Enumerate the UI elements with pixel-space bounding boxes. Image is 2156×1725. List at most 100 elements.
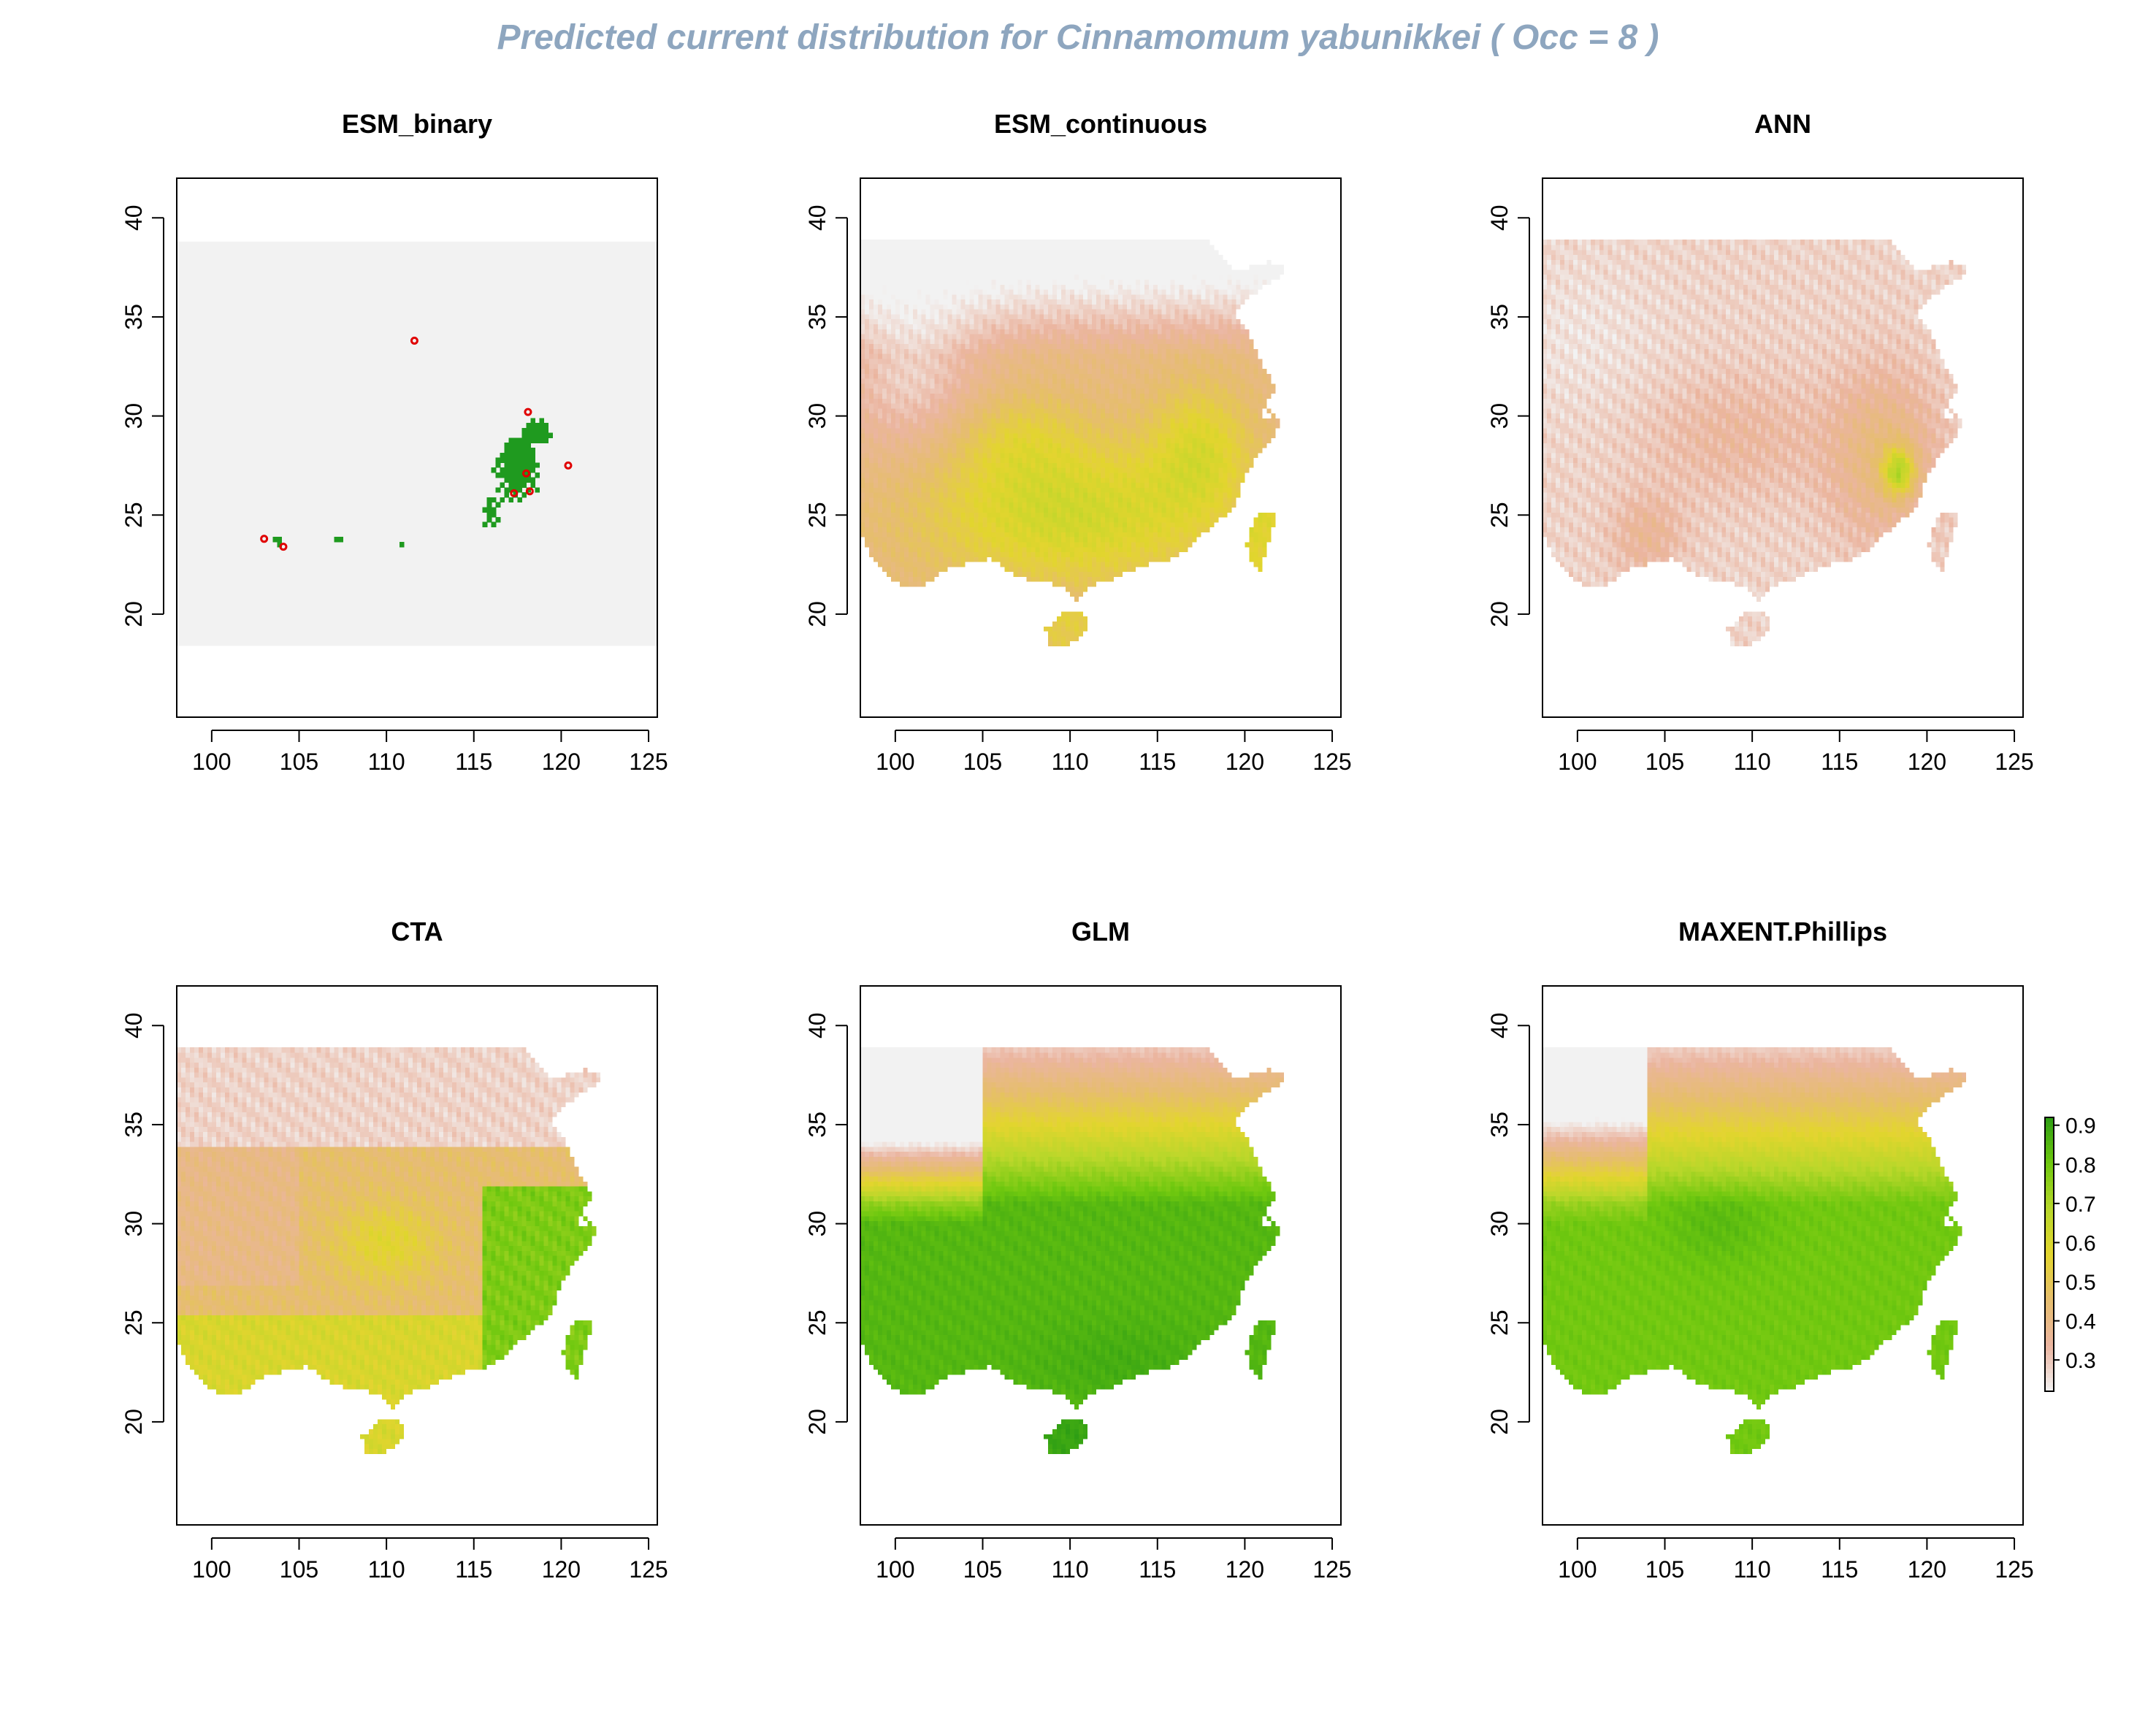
raster-cell <box>970 250 975 255</box>
raster-cell <box>917 542 922 547</box>
raster-cell <box>991 254 996 259</box>
raster-cell <box>895 567 901 572</box>
raster-cell <box>979 309 984 314</box>
raster-cell <box>944 522 949 527</box>
panel-esm-binary: ESM_binary100 105 110 115 120 1252025303540 <box>121 109 668 775</box>
raster-cell <box>917 279 922 284</box>
raster-cell <box>869 364 874 369</box>
raster-cell <box>957 279 962 284</box>
raster-cell <box>882 408 887 413</box>
raster-cell <box>995 641 1001 646</box>
raster-cell <box>961 368 966 373</box>
raster-cell <box>982 492 987 497</box>
raster-cell <box>948 551 953 556</box>
raster-cell <box>909 373 914 378</box>
raster-cell <box>895 467 901 473</box>
raster-cell <box>995 596 1001 601</box>
raster-cell <box>982 527 987 532</box>
raster-cell <box>939 433 944 438</box>
raster-cell <box>944 373 949 378</box>
raster-cell <box>913 458 918 463</box>
raster-cell <box>982 512 987 517</box>
raster-cell <box>987 344 992 349</box>
raster-cell <box>922 348 927 353</box>
raster-cell <box>913 428 918 433</box>
raster-cell <box>944 492 949 497</box>
raster-cell <box>970 389 975 394</box>
raster-cell <box>952 502 957 508</box>
x-tick-label: 115 <box>455 749 492 775</box>
raster-cell <box>982 448 987 453</box>
raster-cell <box>500 458 505 463</box>
raster-cell <box>913 319 918 324</box>
raster-cell <box>935 373 940 378</box>
raster-cell <box>865 576 870 581</box>
raster-cell <box>939 512 944 517</box>
raster-cell <box>887 473 892 478</box>
raster-cell <box>869 275 874 280</box>
raster-cell <box>891 413 896 418</box>
raster-cell <box>995 592 1001 597</box>
raster-cell <box>891 636 896 641</box>
raster-cell <box>891 339 896 344</box>
raster-cell <box>505 443 510 448</box>
raster-cell <box>948 592 953 597</box>
raster-cell <box>922 304 927 309</box>
raster-cell <box>957 636 962 641</box>
raster-cell <box>926 453 931 458</box>
raster-cell <box>909 329 914 334</box>
raster-cell <box>948 576 953 581</box>
raster-cell <box>966 428 971 433</box>
raster-cell <box>913 556 918 562</box>
raster-cell <box>869 478 874 483</box>
raster-cell <box>939 245 944 250</box>
raster-cell <box>944 289 949 294</box>
raster-cell <box>926 275 931 280</box>
raster-cell <box>922 418 927 423</box>
raster-cell <box>891 532 896 537</box>
raster-cell <box>900 269 905 275</box>
raster-cell <box>917 581 922 586</box>
raster-cell <box>944 418 949 423</box>
raster-cell <box>982 344 987 349</box>
raster-cell <box>982 601 987 606</box>
raster-cell <box>939 586 944 592</box>
raster-cell <box>878 240 883 245</box>
raster-cell <box>982 433 987 438</box>
raster-cell <box>948 304 953 309</box>
raster-cell <box>935 606 940 611</box>
raster-cell <box>878 572 883 577</box>
raster-cell <box>944 443 949 448</box>
raster-cell <box>952 240 957 245</box>
raster-cell <box>917 551 922 556</box>
raster-cell <box>944 512 949 517</box>
raster-cell <box>922 473 927 478</box>
raster-cell <box>991 537 996 542</box>
raster-cell <box>979 428 984 433</box>
raster-cell <box>939 309 944 314</box>
y-tick-label: 25 <box>121 502 147 528</box>
raster-cell <box>913 437 918 443</box>
raster-cell <box>930 567 936 572</box>
raster-cell <box>913 567 918 572</box>
raster-cell <box>904 254 909 259</box>
raster-cell <box>909 393 914 398</box>
raster-cell <box>513 448 519 453</box>
raster-cell <box>865 259 870 264</box>
raster-cell <box>887 437 892 443</box>
raster-cell <box>865 304 870 309</box>
raster-cell <box>935 556 940 562</box>
raster-cell <box>509 448 514 453</box>
raster-cell <box>952 562 957 567</box>
raster-cell <box>895 507 901 512</box>
raster-cell <box>900 631 905 636</box>
raster-cell <box>966 596 971 601</box>
raster-cell <box>935 364 940 369</box>
raster-cell <box>900 527 905 532</box>
raster-cell <box>913 254 918 259</box>
raster-cell <box>926 383 931 389</box>
raster-cell <box>909 473 914 478</box>
raster-cell <box>887 294 892 299</box>
raster-cell <box>869 576 874 581</box>
raster-cell <box>904 389 909 394</box>
